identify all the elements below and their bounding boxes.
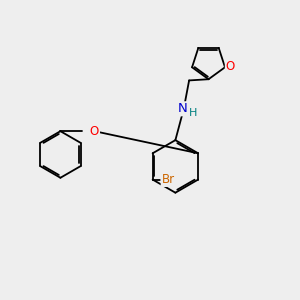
Text: Br: Br <box>162 173 175 186</box>
Text: H: H <box>189 108 197 118</box>
Text: N: N <box>177 102 187 115</box>
Text: O: O <box>90 125 99 138</box>
Text: O: O <box>226 60 235 73</box>
